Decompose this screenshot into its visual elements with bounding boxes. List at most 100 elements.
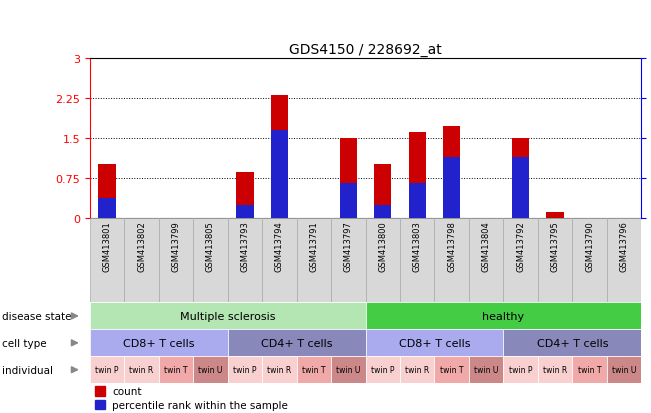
Bar xyxy=(228,330,366,356)
Bar xyxy=(124,356,159,383)
Bar xyxy=(90,330,228,356)
Bar xyxy=(95,386,105,396)
Text: disease state: disease state xyxy=(2,311,71,321)
Text: twin T: twin T xyxy=(578,366,602,374)
Bar xyxy=(228,356,262,383)
Bar xyxy=(366,218,400,303)
Bar xyxy=(340,183,357,218)
Bar xyxy=(374,205,391,218)
Title: GDS4150 / 228692_at: GDS4150 / 228692_at xyxy=(289,43,442,57)
Bar xyxy=(572,356,607,383)
Bar xyxy=(366,303,641,330)
Text: twin P: twin P xyxy=(509,366,533,374)
Bar xyxy=(95,400,105,409)
Bar xyxy=(236,173,253,218)
Bar xyxy=(538,218,572,303)
Bar xyxy=(262,218,297,303)
Bar xyxy=(546,213,564,218)
Bar xyxy=(340,139,357,218)
Text: CD4+ T cells: CD4+ T cells xyxy=(261,338,333,348)
Bar xyxy=(366,330,503,356)
Text: GSM413794: GSM413794 xyxy=(275,221,284,271)
Text: GSM413793: GSM413793 xyxy=(240,221,249,271)
Bar xyxy=(400,218,434,303)
Bar xyxy=(374,165,391,218)
Bar xyxy=(572,218,607,303)
Bar xyxy=(607,218,641,303)
Text: twin T: twin T xyxy=(302,366,326,374)
Text: twin R: twin R xyxy=(543,366,567,374)
Bar xyxy=(503,356,538,383)
Text: GSM413802: GSM413802 xyxy=(137,221,146,271)
Text: count: count xyxy=(112,386,141,396)
Bar xyxy=(538,356,572,383)
Bar xyxy=(331,218,366,303)
Bar xyxy=(124,218,159,303)
Text: twin U: twin U xyxy=(199,366,223,374)
Bar xyxy=(271,131,288,218)
Bar xyxy=(409,183,426,218)
Text: twin P: twin P xyxy=(95,366,119,374)
Text: CD8+ T cells: CD8+ T cells xyxy=(398,338,470,348)
Bar xyxy=(159,356,193,383)
Text: GSM413792: GSM413792 xyxy=(516,221,525,271)
Text: GSM413803: GSM413803 xyxy=(413,221,422,271)
Bar xyxy=(409,132,426,218)
Bar xyxy=(434,356,469,383)
Bar xyxy=(98,165,116,218)
Bar xyxy=(98,199,116,218)
Text: twin U: twin U xyxy=(336,366,361,374)
Text: GSM413797: GSM413797 xyxy=(344,221,353,271)
Bar xyxy=(297,356,331,383)
Text: GSM413799: GSM413799 xyxy=(171,221,180,271)
Bar xyxy=(236,205,253,218)
Text: GSM413790: GSM413790 xyxy=(585,221,594,271)
Text: twin P: twin P xyxy=(233,366,256,374)
Text: twin T: twin T xyxy=(164,366,187,374)
Bar xyxy=(193,356,228,383)
Bar xyxy=(512,139,529,218)
Text: cell type: cell type xyxy=(2,338,46,348)
Bar xyxy=(90,303,366,330)
Bar xyxy=(512,158,529,218)
Text: GSM413800: GSM413800 xyxy=(378,221,387,271)
Bar xyxy=(469,356,503,383)
Bar xyxy=(443,127,460,218)
Bar xyxy=(331,356,366,383)
Text: GSM413804: GSM413804 xyxy=(482,221,491,271)
Bar xyxy=(90,218,124,303)
Text: twin R: twin R xyxy=(268,366,292,374)
Text: GSM413796: GSM413796 xyxy=(620,221,628,271)
Text: twin R: twin R xyxy=(405,366,430,374)
Text: twin U: twin U xyxy=(612,366,636,374)
Bar xyxy=(90,356,124,383)
Bar xyxy=(503,330,641,356)
Text: twin R: twin R xyxy=(130,366,154,374)
Bar xyxy=(443,158,460,218)
Bar xyxy=(400,356,434,383)
Bar xyxy=(503,218,538,303)
Text: CD8+ T cells: CD8+ T cells xyxy=(123,338,195,348)
Text: GSM413791: GSM413791 xyxy=(309,221,318,271)
Bar xyxy=(469,218,503,303)
Bar xyxy=(434,218,469,303)
Text: Multiple sclerosis: Multiple sclerosis xyxy=(180,311,275,321)
Bar xyxy=(262,356,297,383)
Text: individual: individual xyxy=(2,365,53,375)
Text: twin P: twin P xyxy=(371,366,395,374)
Text: GSM413795: GSM413795 xyxy=(551,221,560,271)
Text: percentile rank within the sample: percentile rank within the sample xyxy=(112,400,288,410)
Text: GSM413798: GSM413798 xyxy=(447,221,456,271)
Text: healthy: healthy xyxy=(482,311,525,321)
Text: GSM413805: GSM413805 xyxy=(206,221,215,271)
Text: twin T: twin T xyxy=(440,366,464,374)
Bar xyxy=(159,218,193,303)
Bar xyxy=(271,96,288,218)
Bar xyxy=(297,218,331,303)
Bar xyxy=(607,356,641,383)
Bar xyxy=(193,218,228,303)
Bar xyxy=(366,356,400,383)
Text: twin U: twin U xyxy=(474,366,499,374)
Text: CD4+ T cells: CD4+ T cells xyxy=(536,338,608,348)
Bar xyxy=(228,218,262,303)
